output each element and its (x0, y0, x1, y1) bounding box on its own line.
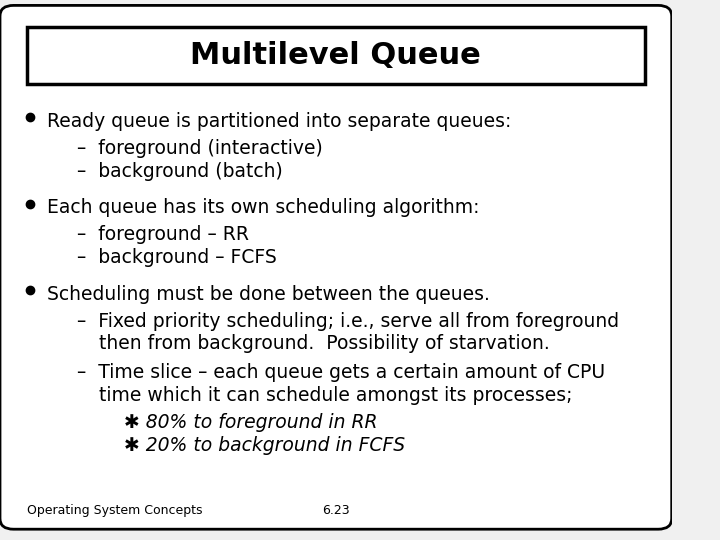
Text: 6.23: 6.23 (322, 504, 350, 517)
Text: Scheduling must be done between the queues.: Scheduling must be done between the queu… (47, 285, 490, 304)
FancyBboxPatch shape (27, 27, 645, 84)
Text: –  foreground (interactive): – foreground (interactive) (77, 139, 323, 158)
Text: time which it can schedule amongst its processes;: time which it can schedule amongst its p… (99, 386, 573, 405)
Text: –  foreground – RR: – foreground – RR (77, 225, 249, 245)
Text: then from background.  Possibility of starvation.: then from background. Possibility of sta… (99, 334, 550, 354)
FancyBboxPatch shape (0, 5, 672, 529)
Text: –  background (batch): – background (batch) (77, 161, 283, 181)
Text: –  background – FCFS: – background – FCFS (77, 248, 277, 267)
Text: ✱ 20% to background in FCFS: ✱ 20% to background in FCFS (125, 436, 405, 455)
Text: Operating System Concepts: Operating System Concepts (27, 504, 202, 517)
Text: Ready queue is partitioned into separate queues:: Ready queue is partitioned into separate… (47, 112, 511, 131)
Text: ✱ 80% to foreground in RR: ✱ 80% to foreground in RR (125, 413, 378, 432)
Text: –  Time slice – each queue gets a certain amount of CPU: – Time slice – each queue gets a certain… (77, 363, 606, 382)
Text: –  Fixed priority scheduling; i.e., serve all from foreground: – Fixed priority scheduling; i.e., serve… (77, 312, 619, 331)
Text: Each queue has its own scheduling algorithm:: Each queue has its own scheduling algori… (47, 198, 480, 218)
Text: Multilevel Queue: Multilevel Queue (191, 41, 481, 70)
